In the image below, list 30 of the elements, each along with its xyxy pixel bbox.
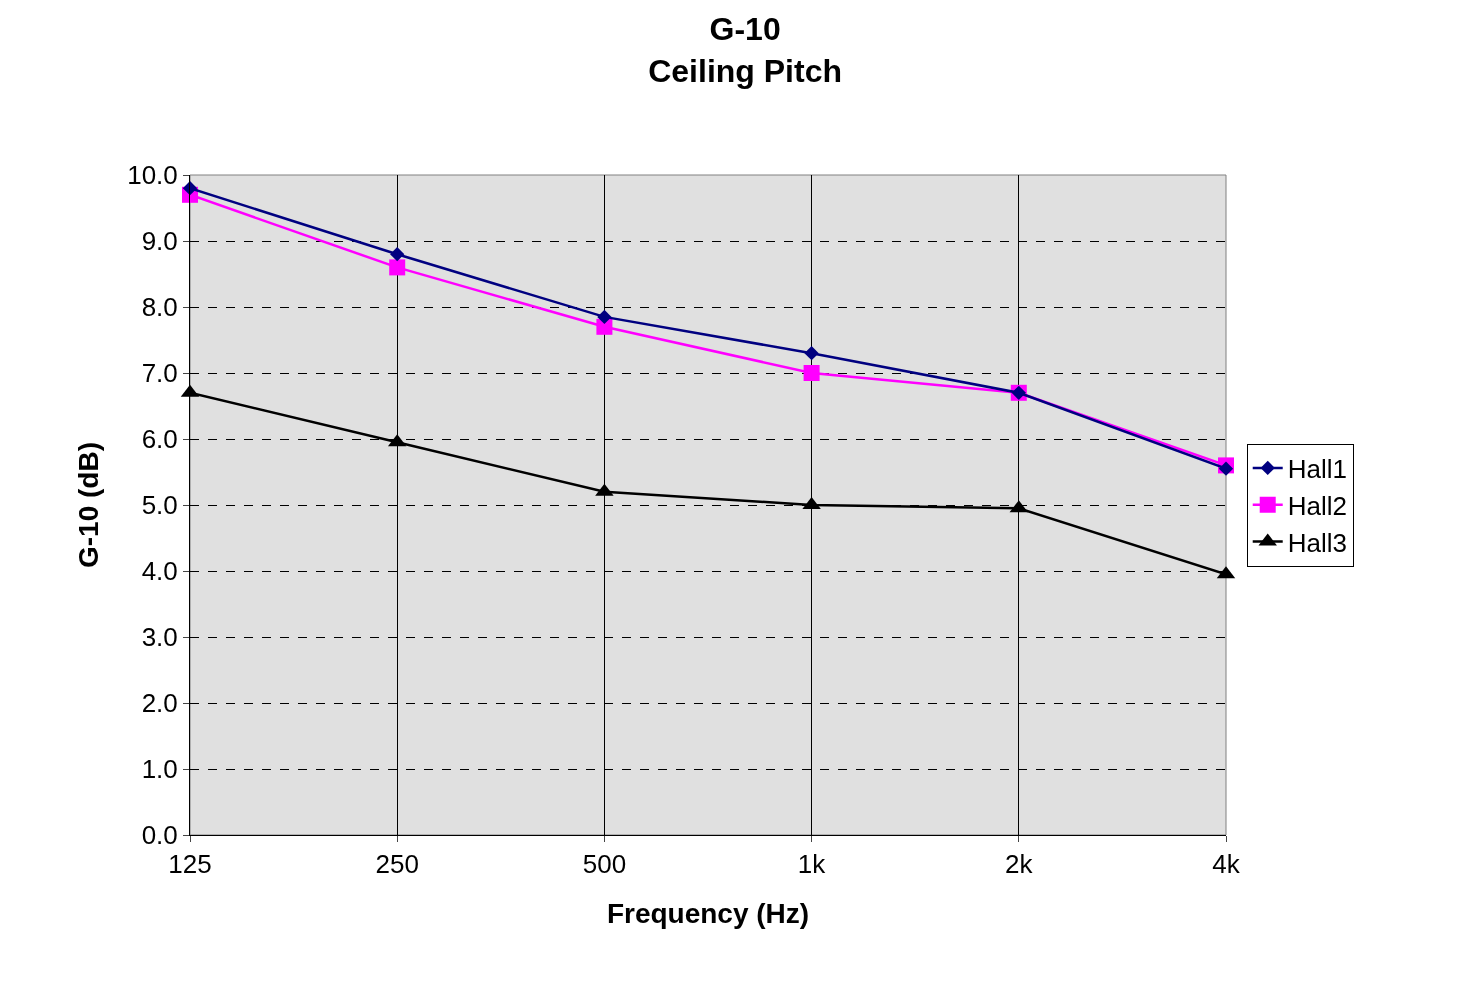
y-tick-label: 5.0 [141, 490, 178, 521]
y-axis-title: G-10 (dB) [72, 442, 104, 568]
y-tick-label: 8.0 [141, 292, 178, 323]
point [804, 346, 819, 361]
point [390, 247, 405, 262]
y-tick-label: 7.0 [141, 358, 178, 389]
x-tick-label: 250 [375, 849, 419, 880]
legend-label: Hall3 [1287, 527, 1347, 558]
x-tick-label: 125 [168, 849, 212, 880]
y-tick-label: 4.0 [141, 556, 178, 587]
point [803, 365, 820, 381]
y-tick-label: 1.0 [141, 754, 178, 785]
point [596, 318, 613, 335]
legend-label: Hall1 [1287, 454, 1347, 485]
y-tick-label: 2.0 [141, 688, 178, 719]
x-tick-label: 500 [582, 849, 627, 880]
y-tick-label: 9.0 [141, 226, 178, 257]
point [1218, 461, 1234, 476]
chart-title: G-10 Ceiling Pitch [648, 11, 843, 89]
y-tick-label: 0.0 [141, 820, 178, 851]
y-tick-label: 6.0 [141, 424, 178, 455]
x-tick-label: 1k [797, 849, 827, 880]
y-tick-label: 3.0 [141, 622, 178, 653]
x-tick-label: 4k [1212, 849, 1241, 880]
point [597, 309, 612, 325]
x-axis-title: Frequency (Hz) [606, 898, 810, 930]
point [389, 259, 406, 276]
y-tick-label: 10.0 [127, 160, 178, 191]
legend-label: Hall2 [1287, 490, 1347, 521]
x-tick-label: 2k [1005, 849, 1034, 880]
